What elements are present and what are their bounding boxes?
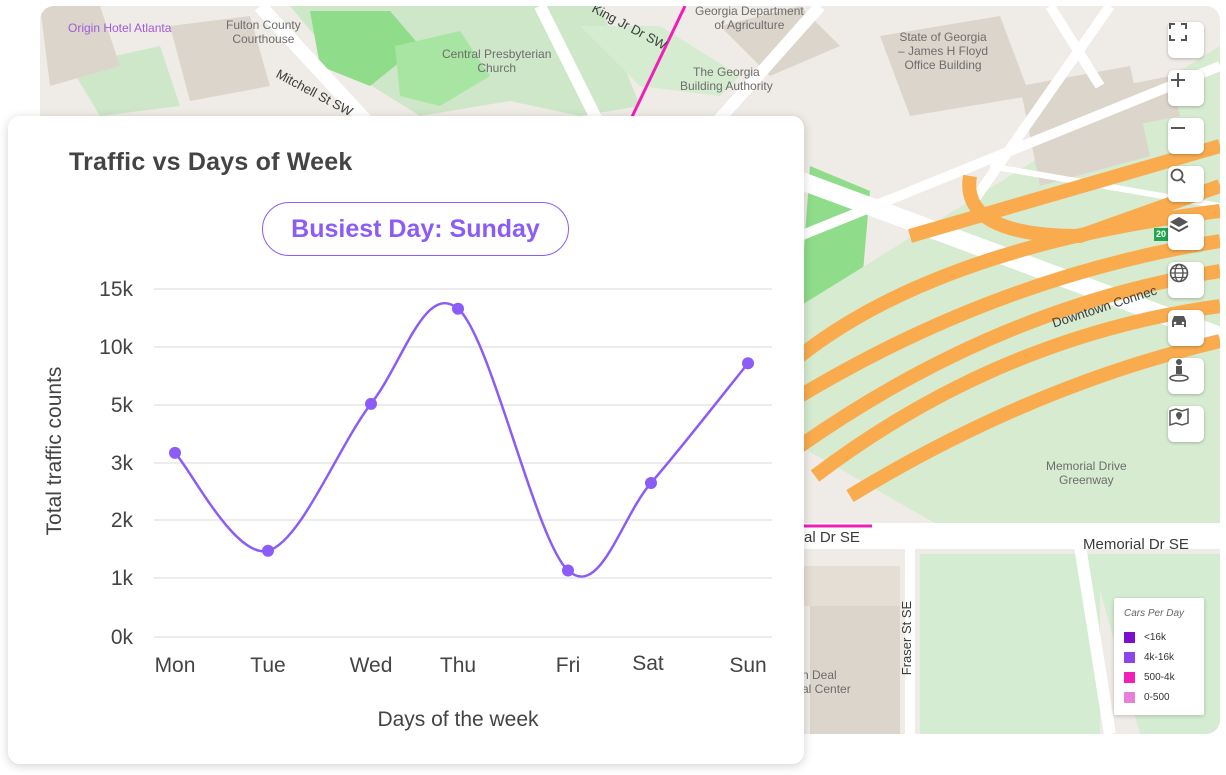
legend-swatch: [1124, 631, 1135, 643]
street-view-button[interactable]: [1168, 358, 1204, 394]
fullscreen-button[interactable]: [1168, 22, 1204, 58]
legend-label: <16k: [1144, 631, 1166, 643]
x-tick-label: Mon: [155, 654, 196, 677]
legend-swatch: [1124, 651, 1135, 663]
car-icon: [1172, 316, 1186, 327]
data-point: [742, 357, 754, 370]
zoom-in-button[interactable]: [1168, 70, 1204, 106]
map-label-origin-hotel: Origin Hotel Atlanta: [68, 21, 172, 35]
chart-title: Traffic vs Days of Week: [69, 148, 353, 176]
globe-icon: [1169, 263, 1189, 283]
search-icon: [1170, 168, 1186, 184]
x-tick-label: Tue: [250, 654, 285, 677]
series-line: [174, 301, 749, 578]
y-tick-label: 1k: [111, 567, 134, 590]
y-tick-label: 15k: [99, 278, 133, 301]
legend-item: 4k-16k: [1124, 647, 1194, 667]
data-point: [365, 397, 377, 410]
search-button[interactable]: [1168, 166, 1204, 202]
car-button[interactable]: [1168, 310, 1204, 346]
busiest-day-badge: Busiest Day: Sunday: [262, 202, 569, 256]
data-point: [562, 564, 574, 577]
zoom-in-icon: [1171, 73, 1185, 87]
street-view-icon: [1169, 359, 1189, 382]
chart-card: 0k 1k 2k 3k 5k 10k 15k Mon Tue Wed Thu Fri Sat Sun Day…: [8, 116, 804, 764]
data-point: [645, 476, 657, 489]
legend-item: 0-500: [1124, 687, 1194, 707]
legend-swatch: [1124, 671, 1135, 683]
x-tick-label: Sat: [632, 652, 664, 675]
fullscreen-icon: [1169, 23, 1187, 41]
map-pin-button[interactable]: [1168, 406, 1204, 442]
legend-swatch: [1124, 691, 1135, 703]
y-tick-label: 3k: [111, 452, 134, 475]
y-tick-label: 2k: [111, 509, 134, 532]
layers-icon: [1169, 217, 1189, 233]
x-tick-label: Thu: [440, 654, 476, 677]
legend-title: Cars Per Day: [1124, 608, 1185, 619]
map-label-state-building: State of Georgia – James H Floyd Office Bu…: [898, 30, 989, 72]
x-axis-title: Days of the week: [377, 708, 539, 731]
y-tick-label: 0k: [111, 626, 134, 649]
chart: 0k 1k 2k 3k 5k 10k 15k Mon Tue Wed Thu Fri Sat Sun Day…: [43, 278, 772, 731]
zoom-out-icon: [1171, 127, 1185, 129]
map-label-deal-center: n Deal al Center: [802, 668, 851, 696]
data-point: [262, 544, 274, 557]
map-label-memorial-dr-left: al Dr SE: [804, 529, 860, 546]
x-tick-label: Fri: [556, 654, 581, 677]
legend-item: <16k: [1124, 627, 1194, 647]
map-legend: Cars Per Day <16k 4k-16k 500-4k 0-500: [1114, 598, 1204, 715]
x-tick-label: Wed: [350, 654, 393, 677]
y-tick-label: 10k: [99, 336, 133, 359]
map-label-building-authority: The Georgia Building Authority: [680, 65, 773, 93]
data-point: [452, 302, 464, 315]
map-label-fulton-courthouse: Fulton County Courthouse: [226, 18, 301, 46]
zoom-out-button[interactable]: [1168, 118, 1204, 154]
data-point: [169, 446, 181, 459]
y-axis-title: Total traffic counts: [43, 367, 66, 536]
legend-label: 500-4k: [1144, 671, 1175, 683]
map-label-memorial-dr-right: Memorial Dr SE: [1083, 536, 1189, 553]
map-label-ga-agriculture: Georgia Department of Agriculture: [695, 6, 804, 32]
legend-item: 500-4k: [1124, 667, 1194, 687]
legend-label: 0-500: [1144, 691, 1170, 703]
map-label-memorial-greenway: Memorial Drive Greenway: [1046, 459, 1127, 487]
layers-button[interactable]: [1168, 214, 1204, 250]
legend-label: 4k-16k: [1144, 651, 1175, 663]
highway-shield: 20: [1156, 229, 1167, 239]
y-tick-label: 5k: [111, 394, 134, 417]
map-label-fraser-st: Fraser St SE: [899, 600, 915, 676]
map-label-central-presbyterian: Central Presbyterian Church: [442, 47, 552, 75]
globe-button[interactable]: [1168, 262, 1204, 298]
map-pin-icon: [1169, 407, 1189, 427]
x-tick-label: Sun: [729, 654, 766, 677]
